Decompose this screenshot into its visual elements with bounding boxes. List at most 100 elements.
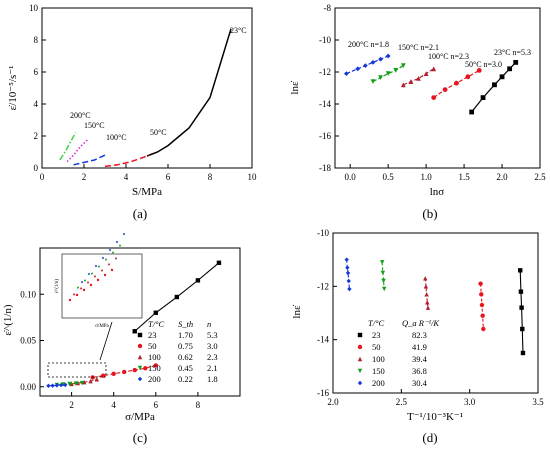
panel-b-point-1 <box>442 87 448 92</box>
panel-d-table-header: T/°C <box>368 318 384 328</box>
panel-d-fit-line-4 <box>346 259 350 290</box>
panel-a-xtick-label: 2 <box>82 172 87 182</box>
panel-a-ylabel: ε̇/10⁻⁵/s⁻¹ <box>7 66 19 111</box>
panel-d-table-cell: 50 <box>372 342 381 352</box>
panel-a-ytick-label: 4 <box>34 99 39 109</box>
panel-c-xtick-label: 8 <box>196 400 201 410</box>
panel-c-xtick-label: 2 <box>69 400 74 410</box>
panel-c-inset-point-2 <box>93 274 97 278</box>
panel-b-point-4 <box>355 66 361 72</box>
panel-a-xtick-label: 8 <box>208 172 213 182</box>
panel-c-inset-xlabel: σ/MPa <box>95 324 109 329</box>
panel-d-ytick-label: -10 <box>317 228 329 238</box>
panel-d-point-0 <box>519 305 524 310</box>
panel-c-inset-point-4 <box>122 232 126 236</box>
panel-c-xtick-label: 4 <box>111 400 116 410</box>
panel-c-point-3 <box>67 381 72 387</box>
panel-a-annotation-50c: 50°C <box>150 128 167 137</box>
panel-b-ytick-label: -8 <box>324 3 332 13</box>
panel-c-table-cell: 1.70 <box>178 330 193 340</box>
panel-d-point-3 <box>380 270 386 276</box>
panel-c-point-0 <box>153 310 158 315</box>
panel-b-point-0 <box>507 66 513 72</box>
panel-d-point-2 <box>425 300 430 305</box>
panel-b-ytick-label: -12 <box>319 67 331 77</box>
panel-c-frame <box>39 247 241 397</box>
panel-d: T⁻¹/10⁻³K⁻¹ lnε̇ (d) 2.0 2.5 3.0 3.5 -10 -12 -… <box>291 228 544 445</box>
panel-b-point-2 <box>416 76 421 81</box>
panel-c-table-legend-marker <box>137 332 143 338</box>
panel-b-point-1 <box>476 68 482 73</box>
panel-d-point-0 <box>520 326 525 332</box>
panel-a-xtick-label: 0 <box>40 172 45 182</box>
panel-c-table-cell: 0.62 <box>178 352 193 362</box>
panel-c-table-cell: 5.3 <box>207 330 218 340</box>
panel-c-point-1 <box>111 371 116 376</box>
panel-c-xtick-label: 6 <box>154 400 159 410</box>
panel-a-series-line-2 <box>73 154 106 166</box>
panel-c-xlabel: σ/MPa <box>125 411 155 423</box>
panel-c-table-cell: 0.45 <box>178 363 193 373</box>
panel-d-point-3 <box>380 260 385 265</box>
panel-a-ytick-label: 10 <box>29 3 39 13</box>
panel-a-ytick-label: 0 <box>34 163 39 173</box>
panel-b-annotation-100c: 100°C n=2.3 <box>428 52 469 61</box>
panel-b-point-3 <box>370 79 376 84</box>
panel-c-inset-frame <box>61 253 143 319</box>
panel-d-table-cell: 41.9 <box>412 342 427 352</box>
panel-c-point-4 <box>46 383 51 389</box>
panel-a-xlabel: S/MPa <box>132 186 162 198</box>
panel-c-table-header: T/°C <box>148 319 164 329</box>
panel-c-inset-point-1 <box>89 283 93 287</box>
panel-a-annotation-200c: 200°C <box>70 111 91 120</box>
panel-b-point-2 <box>408 79 414 84</box>
panel-d-point-4 <box>346 278 351 284</box>
panel-b-point-2 <box>423 71 429 76</box>
panel-d-activation-table: T/°C Q_a R⁻¹/K 23 82.3 50 41.9 100 39.4 150 36.8 2… <box>357 318 440 388</box>
panel-c-inset-point-3 <box>83 279 87 283</box>
panel-b-point-2 <box>400 82 406 88</box>
panel-b-ytick-label: -14 <box>319 99 331 109</box>
panel-a-frame <box>41 7 253 169</box>
panel-c-table-cell: 100 <box>148 352 161 362</box>
panel-c-inset-point-3 <box>97 265 101 269</box>
panel-d-xtick-label: 3.0 <box>464 397 476 407</box>
panel-b-point-0 <box>513 60 519 65</box>
panel-d-table-legend-marker <box>357 344 363 350</box>
panel-c-inset-point-2 <box>114 256 118 260</box>
panel-d-point-2 <box>423 276 428 281</box>
panel-a-annotation-100c: 100°C <box>106 133 127 142</box>
panel-b-point-3 <box>393 68 399 73</box>
panel-c-inset-point-2 <box>79 286 83 290</box>
panel-c-inset-point-1 <box>110 268 114 272</box>
panel-b-annotation-23c: 23°C n=5.3 <box>494 48 531 57</box>
panel-d-ytick-label: -12 <box>317 281 329 291</box>
panel-a-series-line-0 <box>146 28 232 157</box>
panel-b-xtick-label: 1.5 <box>458 172 470 182</box>
panel-c: σ/MPa ε̇^(1/n) (c) 2 4 6 8 0.00 0.05 0.10 σ/MP… <box>2 232 241 445</box>
panel-a-series-line-3 <box>66 138 89 163</box>
panel-c-inset-point-3 <box>104 258 108 262</box>
panel-c-table-cell: 2.3 <box>207 352 218 362</box>
panel-c-point-4 <box>54 383 60 388</box>
panel-c-point-3 <box>60 382 66 387</box>
panel-a-ytick-label: 2 <box>34 131 39 141</box>
panel-d-point-2 <box>425 305 431 310</box>
panel-b-point-4 <box>370 60 376 65</box>
panel-c-inset-point-4 <box>101 256 105 260</box>
panel-c-point-0 <box>216 260 222 265</box>
panel-c-table-cell: 2.1 <box>207 363 218 373</box>
panel-c-point-1 <box>122 369 127 375</box>
panel-c-point-4 <box>63 382 68 388</box>
panel-c-inset-point-3 <box>76 286 80 290</box>
panel-d-xtick-label: 2.5 <box>396 397 408 407</box>
panel-c-inset-point-1 <box>103 273 107 277</box>
panel-b-point-4 <box>385 53 391 59</box>
panel-c-table-legend-marker <box>137 343 143 349</box>
panel-d-point-4 <box>345 265 350 270</box>
panel-b-ytick-label: -16 <box>319 131 331 141</box>
panel-b-xlabel: lnσ <box>430 186 445 198</box>
panel-c-table-cell: 3.0 <box>207 341 218 351</box>
panel-d-table-cell: 82.3 <box>412 330 427 340</box>
panel-c-parameter-table: T/°C S_th n 23 1.70 5.3 50 0.75 3.0 100 0.62 2.3 150… <box>137 319 218 384</box>
